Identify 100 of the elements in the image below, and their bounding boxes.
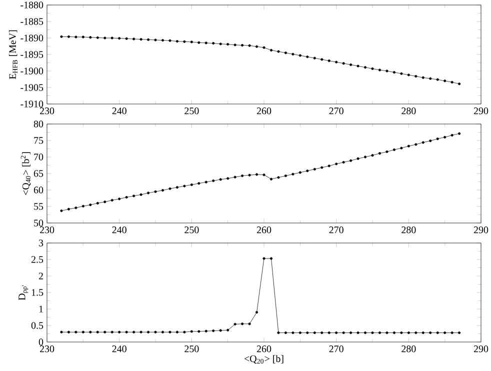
point [255, 311, 258, 314]
y-tick-label: -1895 [20, 51, 44, 58]
point [67, 208, 70, 210]
y-tick-label: 50 [34, 220, 44, 226]
point [183, 184, 186, 188]
point [284, 331, 287, 334]
point [219, 178, 222, 181]
point [298, 54, 302, 57]
y-tick-label: 70 [34, 154, 44, 160]
point [378, 152, 382, 155]
point [140, 38, 142, 41]
y-tick-label: -1885 [20, 18, 44, 25]
point [118, 198, 121, 200]
point [429, 140, 432, 142]
point [400, 331, 403, 334]
point [320, 58, 324, 61]
x-tick-label: 250 [184, 226, 199, 234]
point [407, 144, 410, 148]
point [320, 166, 324, 169]
point [255, 45, 258, 48]
point [241, 322, 244, 326]
point [183, 330, 186, 334]
point [444, 136, 446, 138]
y-tick-label: -1905 [20, 84, 44, 91]
point [226, 177, 230, 180]
point [356, 331, 360, 334]
point [204, 42, 208, 44]
point [82, 204, 84, 208]
point [168, 187, 172, 190]
point [161, 330, 164, 334]
point [89, 204, 92, 206]
point [74, 36, 78, 38]
point [371, 154, 374, 157]
point [356, 157, 360, 160]
point [104, 36, 106, 40]
point [292, 52, 294, 56]
point [458, 331, 461, 334]
point [212, 329, 215, 332]
x-tick-label: 250 [184, 346, 199, 352]
x-tick-label: 290 [474, 108, 488, 114]
y-tick-label: -1890 [20, 34, 44, 42]
point [429, 77, 432, 80]
point [60, 330, 63, 334]
point [436, 138, 439, 140]
x-tick-label: 250 [184, 108, 199, 114]
point [422, 141, 424, 144]
point [176, 40, 178, 43]
point [320, 331, 324, 334]
point [146, 38, 150, 41]
point [400, 72, 403, 75]
point [386, 331, 388, 334]
point [183, 40, 186, 43]
x-tick-label: 240 [112, 226, 126, 234]
y-tick-label: 2 [38, 272, 43, 280]
point [67, 330, 70, 334]
point [74, 206, 78, 210]
point [270, 257, 273, 260]
point [190, 40, 193, 44]
point [422, 331, 424, 334]
point [400, 146, 403, 150]
point [450, 80, 454, 84]
point [436, 78, 439, 81]
point [350, 331, 352, 334]
point [248, 44, 251, 47]
point [118, 330, 121, 334]
point [458, 82, 461, 86]
point [450, 134, 454, 137]
point [292, 172, 294, 176]
x-axis-title: <Q$_{20}$> [b] [244, 355, 284, 364]
point [392, 331, 396, 334]
y-tick-label: 65 [34, 170, 44, 177]
point [371, 331, 374, 334]
point [335, 162, 338, 166]
point [277, 176, 280, 179]
point [262, 257, 266, 260]
point [270, 48, 273, 52]
y-tick-label: 0.5 [31, 322, 44, 329]
point [154, 38, 157, 42]
point [161, 189, 164, 192]
point [335, 60, 338, 64]
point [436, 331, 439, 334]
y-tick-label: -1900 [20, 68, 44, 74]
point [234, 44, 236, 46]
point [277, 50, 280, 53]
point [342, 331, 345, 334]
point [422, 76, 424, 79]
point [328, 331, 330, 334]
point [190, 330, 193, 333]
point [140, 330, 142, 334]
point [306, 170, 309, 172]
point [306, 56, 309, 58]
point [262, 174, 266, 176]
y-axis-title: D$_{ρρ'}$ [18, 285, 28, 300]
x-tick-label: 230 [40, 226, 54, 234]
point [414, 74, 418, 78]
point [313, 168, 316, 171]
point [176, 330, 178, 334]
point [350, 63, 352, 66]
point [364, 331, 367, 334]
point [204, 180, 208, 184]
